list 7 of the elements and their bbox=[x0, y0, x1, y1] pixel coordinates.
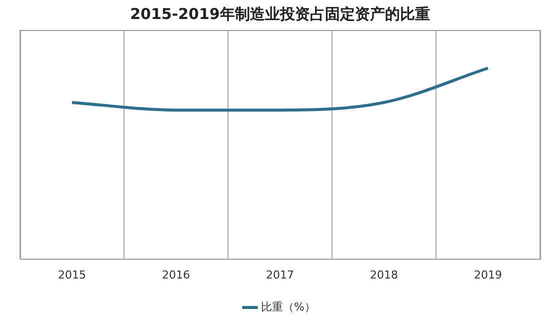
x-tick-label: 2016 bbox=[162, 268, 190, 282]
x-tick-label: 2015 bbox=[58, 268, 86, 282]
legend-label: 比重（%） bbox=[261, 300, 316, 314]
x-tick-label: 2018 bbox=[370, 268, 398, 282]
x-tick-label: 2019 bbox=[474, 268, 502, 282]
chart-title: 2015-2019年制造业投资占固定资产的比重 bbox=[129, 4, 431, 25]
x-tick-label: 2017 bbox=[266, 268, 294, 282]
